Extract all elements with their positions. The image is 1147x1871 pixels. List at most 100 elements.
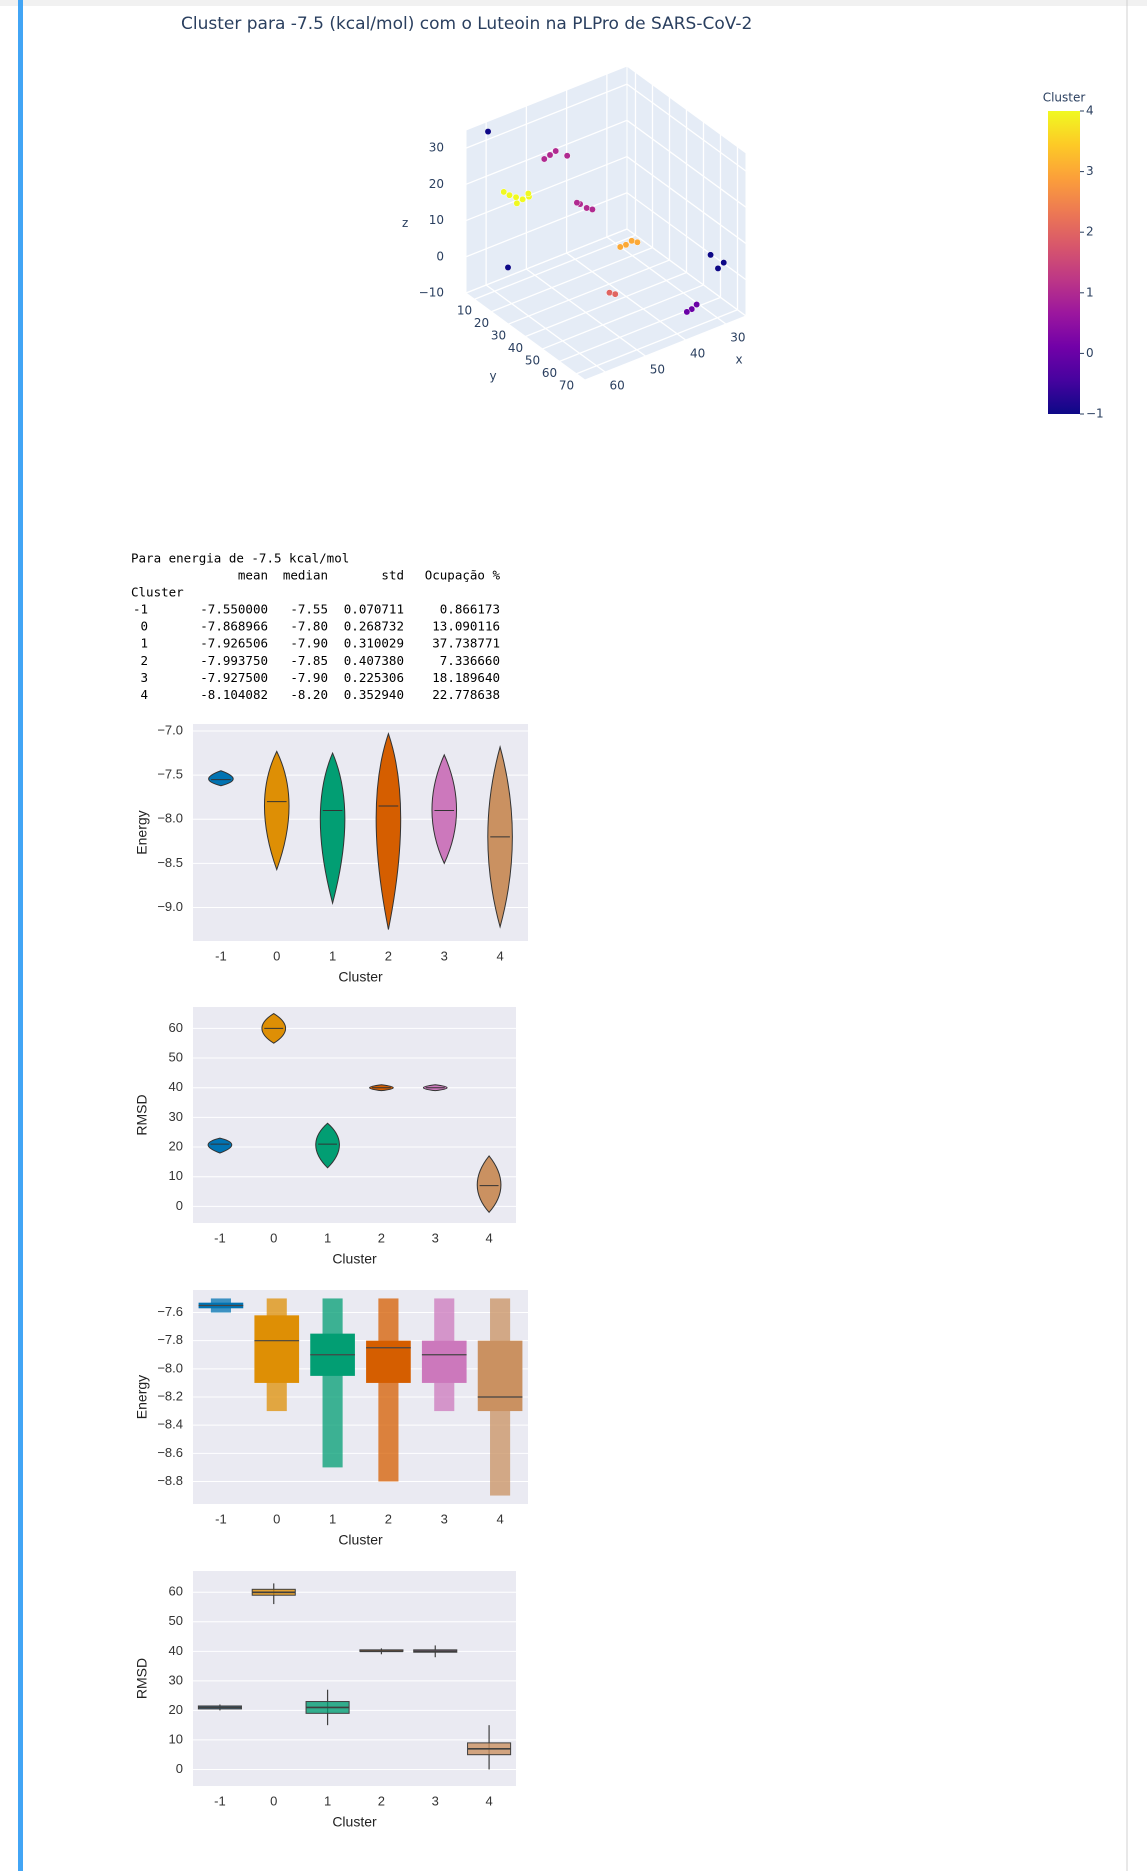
cell: -7.927500 bbox=[200, 670, 268, 685]
index-name: Cluster bbox=[131, 585, 184, 600]
colorbar-tick-label: 3 bbox=[1086, 164, 1094, 178]
y-tick-label: −8.2 bbox=[157, 1388, 183, 1403]
z-axis-title: z bbox=[402, 216, 408, 230]
top-shadow bbox=[0, 0, 1147, 6]
cell: 7.336660 bbox=[440, 653, 500, 668]
table-caption: Para energia de -7.5 kcal/mol bbox=[131, 551, 349, 566]
row-index: 2 bbox=[140, 653, 148, 668]
y-tick-label: −7.5 bbox=[157, 767, 183, 782]
cell: -7.868966 bbox=[200, 619, 268, 634]
cell: 22.778638 bbox=[432, 687, 500, 702]
violin bbox=[263, 750, 290, 872]
x-tick-label: 2 bbox=[378, 1230, 385, 1245]
cell: -7.85 bbox=[290, 653, 328, 668]
violin bbox=[315, 1122, 340, 1169]
grid-line bbox=[465, 119, 628, 185]
x-tick-label: 3 bbox=[441, 1511, 448, 1526]
y-tick-label: −7.8 bbox=[157, 1332, 183, 1347]
colorbar-tick-label: 4 bbox=[1086, 104, 1094, 118]
x-tick-label: 0 bbox=[270, 1230, 277, 1245]
y-tick-label: 30 bbox=[169, 1672, 183, 1687]
inner-box bbox=[477, 1340, 523, 1412]
x-tick-label: 4 bbox=[496, 948, 503, 963]
z-tick-label: −10 bbox=[419, 286, 444, 300]
x-axis-title: Cluster bbox=[338, 1532, 383, 1548]
x-axis-title: Cluster bbox=[332, 1251, 377, 1267]
point bbox=[707, 251, 715, 259]
x-axis-title: Cluster bbox=[332, 1814, 377, 1830]
grid-line bbox=[465, 83, 628, 149]
y-tick-label: −8.8 bbox=[157, 1473, 183, 1488]
y-tick-label: 10 bbox=[169, 1731, 183, 1746]
x-tick-label: 4 bbox=[485, 1793, 492, 1808]
y-tick-label: 50 bbox=[169, 1613, 183, 1628]
point bbox=[513, 199, 521, 207]
cell: 0.225306 bbox=[344, 670, 404, 685]
y-tick-label: 10 bbox=[169, 1168, 183, 1183]
y-tick-label: −8.6 bbox=[157, 1445, 183, 1460]
y-tick-label: 60 bbox=[169, 1584, 183, 1599]
y-tick-label: 10 bbox=[457, 304, 472, 318]
row-index: 3 bbox=[140, 670, 148, 685]
y-tick-label: −9.0 bbox=[157, 899, 183, 914]
point bbox=[512, 193, 520, 201]
outer-box bbox=[378, 1298, 399, 1482]
violin bbox=[375, 732, 402, 930]
point bbox=[714, 264, 722, 272]
cell: -7.993750 bbox=[200, 653, 268, 668]
point bbox=[552, 147, 560, 155]
grid-line bbox=[525, 271, 687, 338]
point bbox=[622, 241, 630, 249]
z-tick-label: 0 bbox=[436, 249, 444, 263]
y-tick-label: 40 bbox=[508, 341, 523, 355]
violin bbox=[207, 1137, 233, 1154]
y-tick-label: 0 bbox=[176, 1761, 183, 1776]
cell: 0.352940 bbox=[344, 687, 404, 702]
point bbox=[506, 191, 513, 199]
y-tick-label: 60 bbox=[542, 366, 557, 380]
point bbox=[524, 190, 532, 197]
plot-background bbox=[193, 1571, 516, 1786]
cell: 13.090116 bbox=[432, 619, 500, 634]
y-tick-label: 60 bbox=[169, 1020, 183, 1035]
x-axis-title: Cluster bbox=[338, 969, 383, 985]
x-tick-label: 60 bbox=[609, 379, 624, 393]
x-tick-label: 4 bbox=[485, 1230, 492, 1245]
point bbox=[606, 289, 613, 297]
point bbox=[611, 290, 619, 298]
y-tick-label: 50 bbox=[169, 1049, 183, 1064]
grid-line bbox=[465, 192, 628, 258]
colorbar-tick-label: −1 bbox=[1086, 407, 1104, 421]
colorbar-tick-label: 0 bbox=[1086, 346, 1094, 360]
y-tick-label: −7.6 bbox=[157, 1304, 183, 1319]
column-header: median bbox=[283, 568, 328, 583]
y-tick-label: 0 bbox=[176, 1198, 183, 1213]
grid-line bbox=[508, 259, 670, 325]
grid-line bbox=[576, 309, 738, 375]
violin bbox=[208, 770, 234, 787]
x-tick-label: 0 bbox=[273, 1511, 280, 1526]
row-index: 1 bbox=[140, 636, 148, 651]
x-tick-label: -1 bbox=[215, 1511, 227, 1526]
x-tick-label: 1 bbox=[324, 1793, 331, 1808]
row-index: -1 bbox=[133, 602, 148, 617]
point bbox=[484, 128, 492, 136]
grid-line bbox=[491, 247, 653, 313]
cell: -7.926506 bbox=[200, 636, 268, 651]
y-tick-label: 40 bbox=[169, 1079, 183, 1094]
y-tick-label: −8.5 bbox=[157, 855, 183, 870]
inner-box bbox=[254, 1315, 300, 1383]
x-tick-label: 30 bbox=[730, 331, 745, 345]
x-tick-label: 0 bbox=[270, 1793, 277, 1808]
x-tick-label: -1 bbox=[214, 1793, 226, 1808]
cell: 0.407380 bbox=[344, 653, 404, 668]
x-tick-label: 2 bbox=[385, 1511, 392, 1526]
grid-line bbox=[626, 119, 747, 208]
grid-line bbox=[626, 192, 747, 281]
point bbox=[616, 243, 624, 251]
y-axis-title: Energy bbox=[134, 810, 150, 854]
cell: -7.550000 bbox=[200, 602, 268, 617]
cell: 37.738771 bbox=[432, 636, 500, 651]
point bbox=[720, 259, 728, 267]
